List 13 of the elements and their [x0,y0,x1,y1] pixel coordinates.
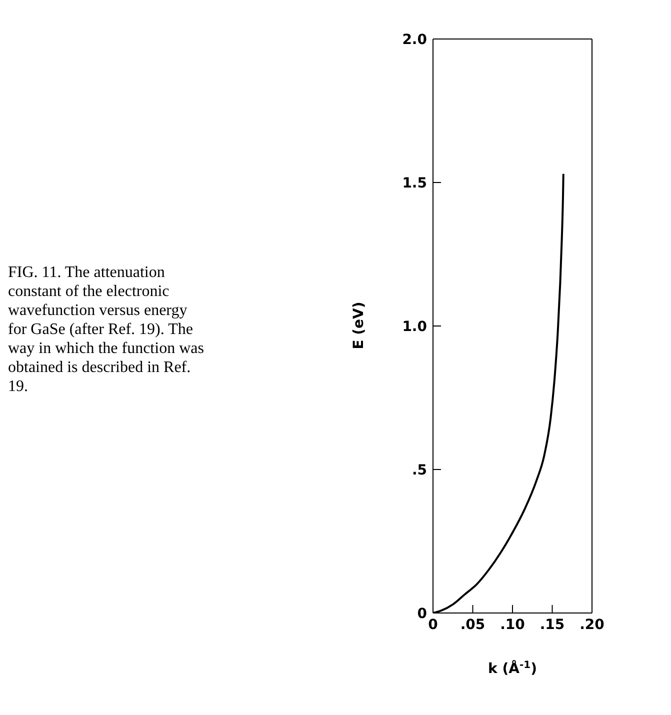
x-tick-label: 0 [428,616,438,633]
x-tick-label: .15 [540,616,565,633]
y-tick-label: 2.0 [402,32,428,48]
x-tick-label: .20 [580,616,605,633]
y-tick-label: 1.0 [402,318,428,335]
x-tick-label: .10 [500,616,526,633]
x-tick-label: .05 [460,616,486,633]
y-tick-label: .5 [412,462,427,478]
y-tick-label: 1.5 [402,175,427,192]
y-tick-label: 0 [417,606,428,622]
y-axis-title: E (eV) [351,302,367,350]
x-axis-title: k (Å$^{-1}$) [488,660,537,677]
caption: FIG. 11. The attenuation constant of the electronic wavefunction versus energy for GaSe (after Ref. 19). The way in which the function was obtained is described in Ref. 19. [8,263,205,396]
